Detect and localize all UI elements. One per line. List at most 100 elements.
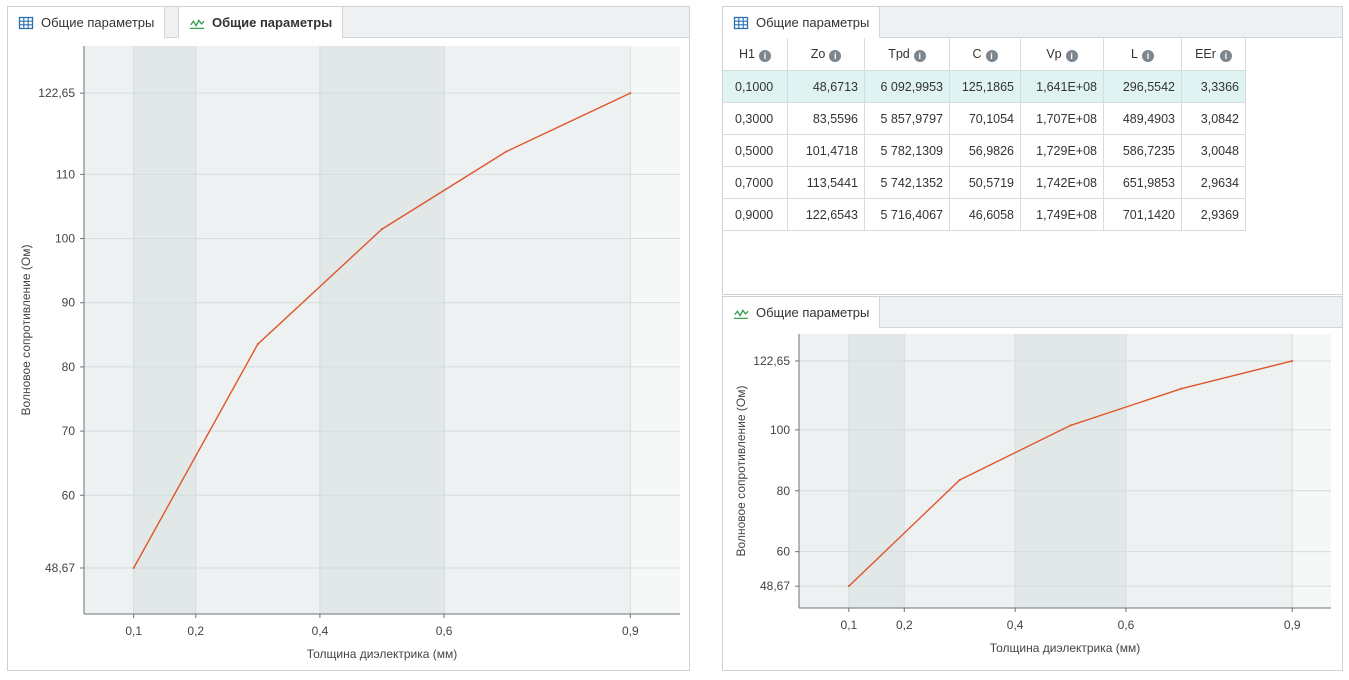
cell-eer[interactable]: 2,9634 [1181,166,1246,199]
cell-tpd[interactable]: 6 092,9953 [864,70,950,103]
info-icon[interactable]: i [829,49,842,62]
cell-zo[interactable]: 48,6713 [787,70,865,103]
cell-l[interactable]: 586,7235 [1103,134,1182,167]
cell-vp[interactable]: 1,749E+08 [1020,198,1104,231]
large-chart-data-point [132,566,135,569]
large-chart-y-tick-label: 80 [62,360,76,374]
cell-h1[interactable]: 0,9000 [723,198,788,231]
cell-vp[interactable]: 1,729E+08 [1020,134,1104,167]
small-chart-y-tick-label: 48,67 [760,579,790,593]
cell-tpd[interactable]: 5 782,1309 [864,134,950,167]
large-chart-y-tick-label: 48,67 [45,561,75,575]
small-chart-panel: Общие параметры 48,67 60 80 100 122,65 0,1 0,2… [722,296,1343,671]
column-header-vp[interactable]: Vp i [1020,38,1104,71]
small-chart-tab-bar: Общие параметры [723,297,1342,328]
small-chart-x-axis-label: Толщина диэлектрика (мм) [990,641,1141,655]
large-chart-data-point [381,228,383,231]
cell-zo[interactable]: 101,4718 [787,134,865,167]
small-chart-data-point [847,585,850,588]
cell-h1[interactable]: 0,3000 [723,102,788,135]
table-tab-bar: Общие параметры [723,7,1342,38]
small-chart-x-tick-label: 0,6 [1118,618,1135,632]
cell-eer[interactable]: 2,9369 [1181,198,1246,231]
tab-chart-view[interactable]: Общие параметры [723,297,881,328]
small-chart-data-point [1180,387,1183,390]
cell-c[interactable]: 50,5719 [949,166,1021,199]
small-chart-y-tick-label: 100 [770,423,790,437]
chart-line-icon [189,15,205,31]
info-icon[interactable]: i [1065,49,1078,62]
tab-chart-view[interactable]: Общие параметры [178,7,344,38]
tab-table-view[interactable]: Общие параметры [723,7,881,38]
cell-c[interactable]: 70,1054 [949,102,1021,135]
cell-c[interactable]: 56,9826 [949,134,1021,167]
table-row[interactable]: 0,5000 101,4718 5 782,1309 56,9826 1,729… [723,134,1246,167]
small-chart-data-point [1069,424,1072,427]
cell-zo[interactable]: 113,5441 [787,166,865,199]
large-chart-data-point [629,92,632,95]
cell-h1[interactable]: 0,7000 [723,166,788,199]
cell-l[interactable]: 651,9853 [1103,166,1182,199]
large-chart-plot-band [133,46,196,614]
column-header-h1[interactable]: H1 i [723,38,788,71]
info-icon[interactable]: i [758,49,771,62]
cell-c[interactable]: 46,6058 [949,198,1021,231]
table-icon [733,15,749,31]
info-icon[interactable]: i [985,49,998,62]
table-row[interactable]: 0,7000 113,5441 5 742,1352 50,5719 1,742… [723,166,1246,199]
cell-zo[interactable]: 122,6543 [787,198,865,231]
cell-tpd[interactable]: 5 716,4067 [864,198,950,231]
tab-table-view[interactable]: Общие параметры [8,7,166,38]
cell-vp[interactable]: 1,641E+08 [1020,70,1104,103]
column-header-tpd[interactable]: Tpd i [864,38,950,71]
cell-eer[interactable]: 3,0842 [1181,102,1246,135]
left-chart-panel: Общие параметры Общие параметры 48,67 60 7… [7,6,690,671]
tab-label: Общие параметры [756,15,870,30]
cell-l[interactable]: 701,1420 [1103,198,1182,231]
small-chart-x-tick-label: 0,1 [841,618,858,632]
table-row[interactable]: 0,9000 122,6543 5 716,4067 46,6058 1,749… [723,198,1246,231]
tab-label: Общие параметры [41,15,155,30]
impedance-chart-large: 48,67 60 70 80 90 100 110 122,65 0,1 0,2 0,4 0,6 0,9… [19,46,680,661]
small-chart-x-tick-label: 0,9 [1284,618,1301,632]
large-chart-plot-band [630,46,680,614]
cell-eer[interactable]: 3,0048 [1181,134,1246,167]
cell-h1[interactable]: 0,1000 [723,70,788,103]
tab-label: Общие параметры [756,305,870,320]
impedance-chart-small: 48,67 60 80 100 122,65 0,1 0,2 0,4 0,6 0,9 Толщина… [734,334,1331,655]
info-icon[interactable]: i [1141,49,1154,62]
table-row[interactable]: 0,3000 83,5596 5 857,9797 70,1054 1,707E… [723,102,1246,135]
cell-l[interactable]: 489,4903 [1103,102,1182,135]
large-chart-x-tick-label: 0,2 [187,624,204,638]
cell-h1[interactable]: 0,5000 [723,134,788,167]
table-icon [18,15,34,31]
small-chart-plot-band [1015,334,1126,608]
column-header-eer[interactable]: EEr i [1181,38,1246,71]
column-header-zo[interactable]: Zo i [787,38,865,71]
cell-l[interactable]: 296,5542 [1103,70,1182,103]
cell-vp[interactable]: 1,707E+08 [1020,102,1104,135]
info-icon[interactable]: i [913,49,926,62]
large-chart-x-tick-label: 0,9 [622,624,639,638]
cell-eer[interactable]: 3,3366 [1181,70,1246,103]
cell-c[interactable]: 125,1865 [949,70,1021,103]
cell-tpd[interactable]: 5 857,9797 [864,102,950,135]
cell-tpd[interactable]: 5 742,1352 [864,166,950,199]
small-chart-data-point [1291,359,1294,362]
small-chart-y-tick-label: 60 [777,545,791,559]
cell-zo[interactable]: 83,5596 [787,102,865,135]
table-row[interactable]: 0,1000 48,6713 6 092,9953 125,1865 1,641… [723,70,1246,103]
large-chart-y-tick-label: 122,65 [38,86,75,100]
small-chart-y-axis-label: Волновое сопротивление (Ом) [734,386,748,557]
small-chart-y-tick-label: 122,65 [753,354,790,368]
info-icon[interactable]: i [1219,49,1232,62]
large-chart-y-axis-label: Волновое сопротивление (Ом) [19,245,33,416]
cell-vp[interactable]: 1,742E+08 [1020,166,1104,199]
small-chart-data-point [958,478,961,481]
large-chart-plot-band [84,46,134,614]
